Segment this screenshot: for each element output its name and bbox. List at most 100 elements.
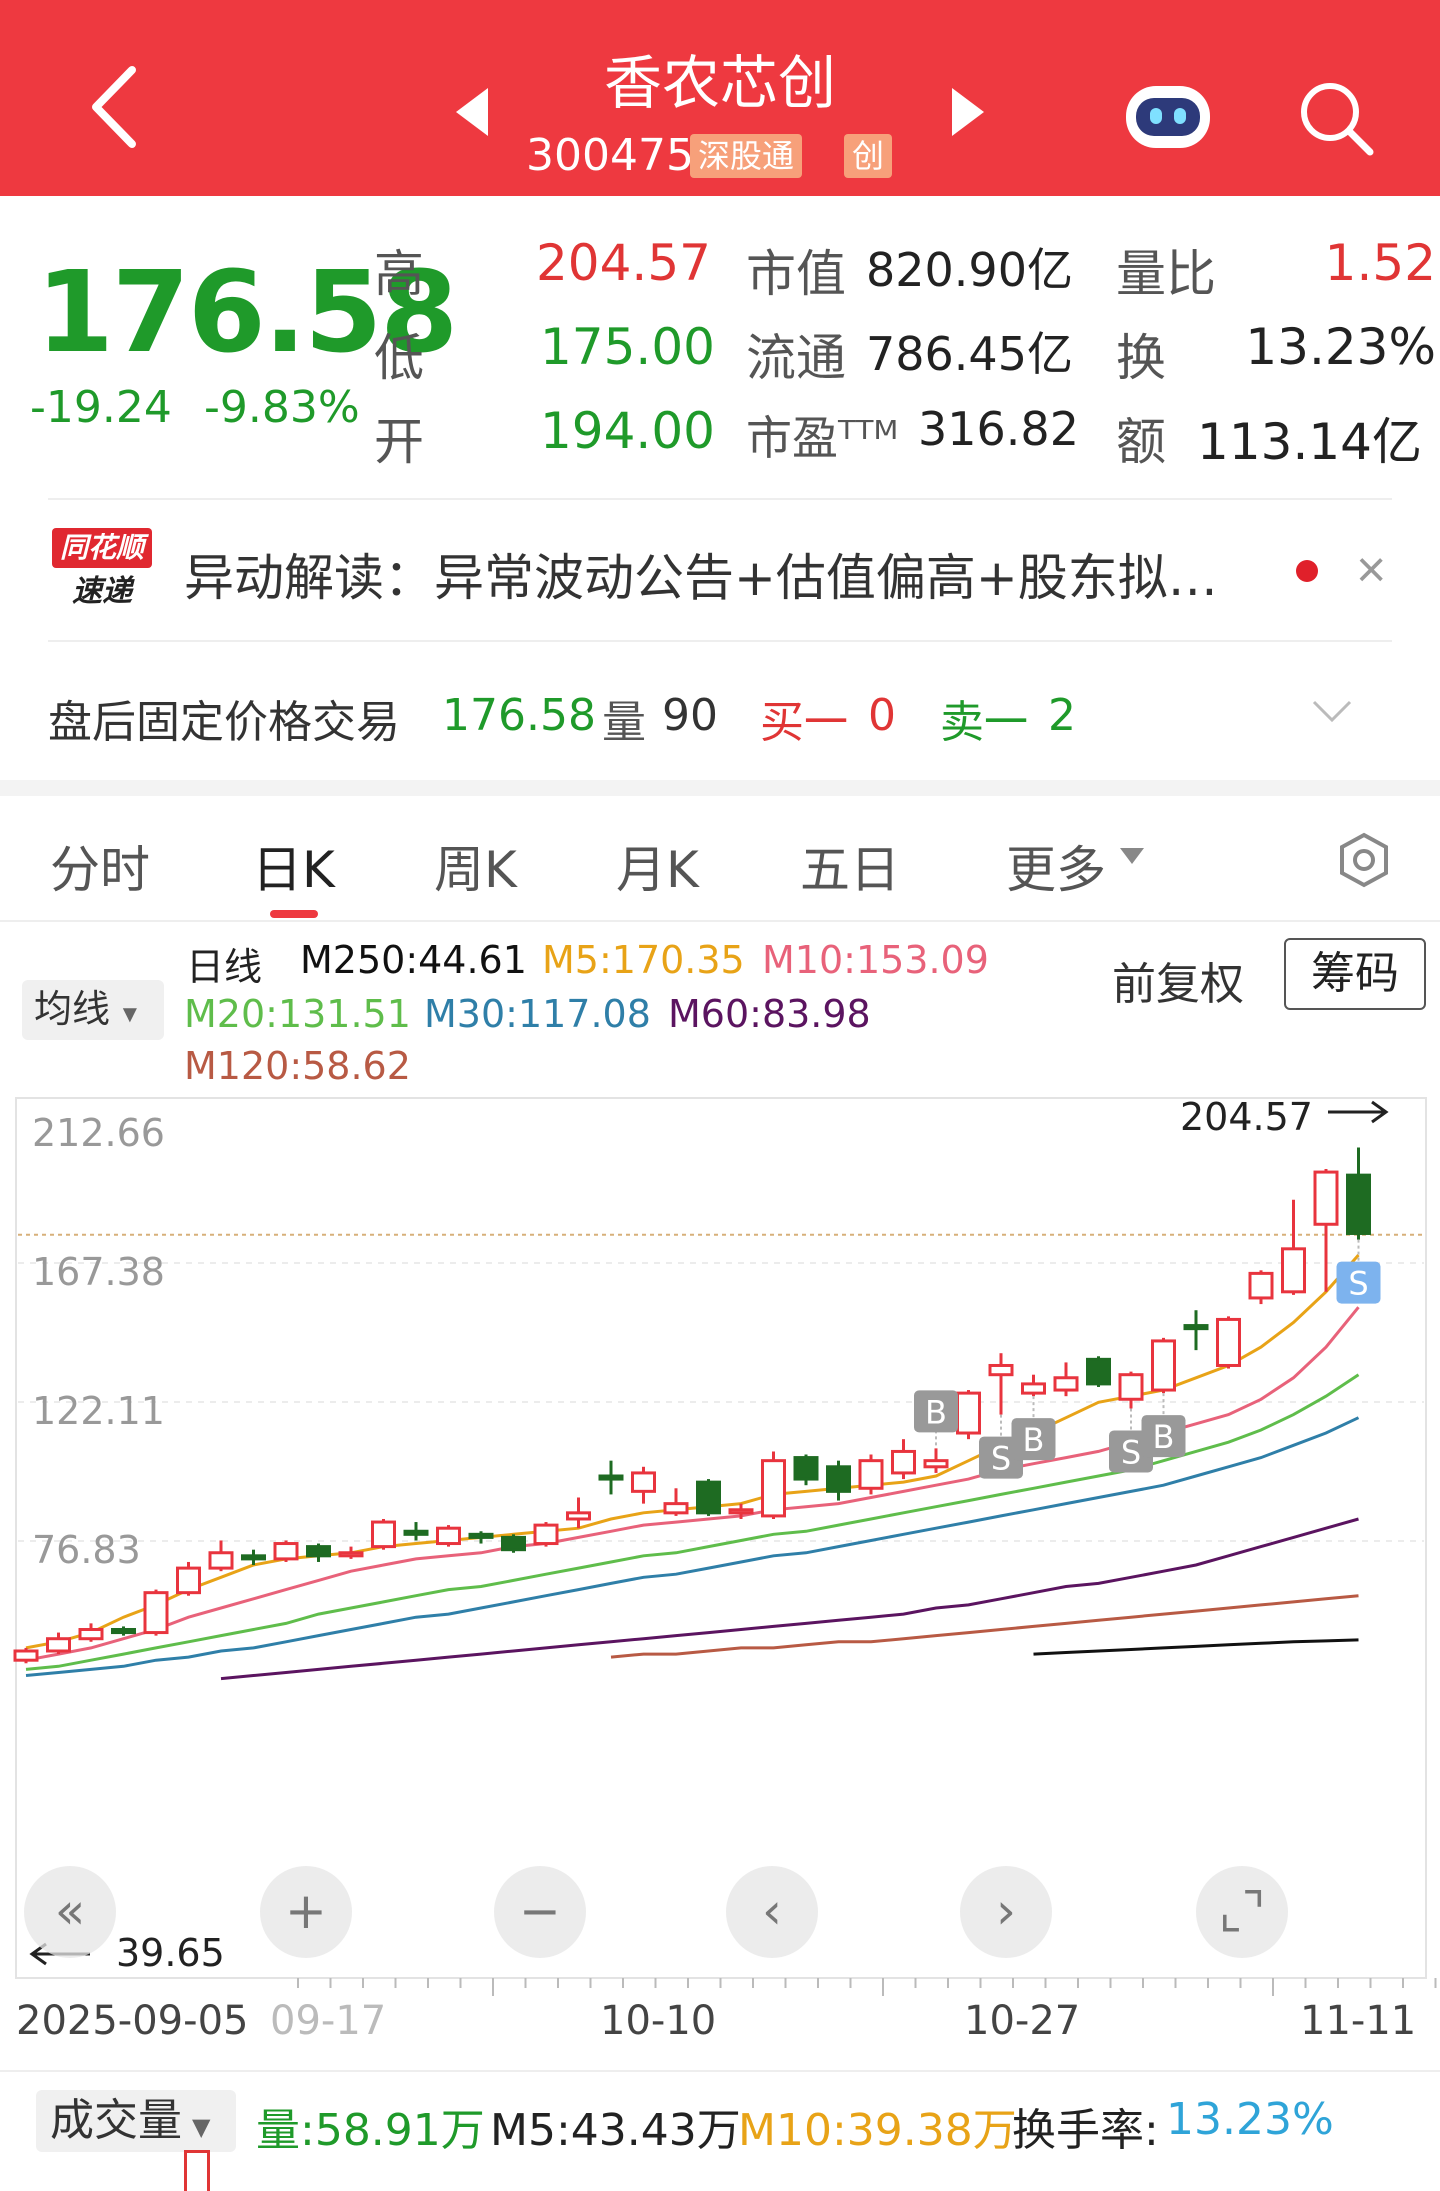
float-cap-value: 786.45亿 bbox=[866, 327, 1073, 381]
tab-weekly-k[interactable]: 周K bbox=[434, 841, 517, 899]
search-icon[interactable] bbox=[1296, 78, 1376, 158]
ma-period-label: 日线 bbox=[186, 945, 263, 989]
chart-controls[interactable]: « + − ‹ › ⌞⌝ bbox=[24, 1866, 1288, 1958]
tab-monthly-k[interactable]: 月K bbox=[616, 841, 699, 899]
divider bbox=[0, 920, 1440, 922]
candle-up bbox=[663, 1502, 689, 1515]
float-cap-label: 流通 bbox=[746, 329, 846, 387]
ma-lines bbox=[25, 1254, 1360, 1681]
volume-ratio-value: 1.52 bbox=[1324, 234, 1436, 292]
volume-ma5: M5:43.43万 bbox=[490, 2105, 741, 2156]
candle-up bbox=[988, 1363, 1014, 1377]
candle-down bbox=[598, 1474, 624, 1481]
candle-up bbox=[338, 1551, 364, 1558]
stock-name: 香农芯创 bbox=[603, 49, 836, 117]
chart-frame bbox=[15, 1097, 1427, 1979]
dropdown-arrow-icon: ▼ bbox=[192, 2113, 211, 2141]
indicator-select-label: 成交量 bbox=[50, 2095, 182, 2146]
prev-stock-icon[interactable] bbox=[456, 88, 488, 136]
zoom-out-button[interactable] bbox=[494, 1866, 586, 1958]
zoom-in-button[interactable] bbox=[260, 1866, 352, 1958]
ma-select-label: 均线 bbox=[34, 989, 111, 1031]
next-stock-icon[interactable] bbox=[952, 88, 984, 136]
candle-up bbox=[46, 1637, 71, 1653]
chip-distribution-button[interactable]: 筹码 bbox=[1284, 938, 1426, 1010]
tab-five-day[interactable]: 五日 bbox=[800, 841, 900, 899]
logo-top-text: 同花顺 bbox=[52, 528, 152, 568]
candle-up bbox=[13, 1649, 39, 1662]
ma5-legend: M5:170.35 bbox=[542, 938, 745, 982]
candle-up bbox=[1281, 1247, 1306, 1294]
turnover-rate-label: 换手率: bbox=[1012, 2105, 1159, 2156]
back-icon[interactable] bbox=[82, 62, 154, 152]
pan-left-button[interactable] bbox=[726, 1866, 818, 1958]
chevron-down-icon[interactable] bbox=[1312, 700, 1352, 724]
ma250-legend: M250:44.61 bbox=[300, 938, 527, 982]
y-axis-labels: 212.66 167.38 122.11 76.83 bbox=[32, 1111, 165, 1572]
rewind-button[interactable] bbox=[24, 1866, 116, 1958]
grid-lines bbox=[18, 1233, 1424, 1542]
x-axis-label: 11-11 bbox=[1300, 1998, 1416, 2044]
assistant-robot-icon[interactable] bbox=[1126, 86, 1210, 148]
candle-up bbox=[143, 1591, 169, 1635]
trade-marker-box bbox=[1336, 1261, 1381, 1304]
top-bar: 香农芯创 300475 深股通 创 bbox=[0, 0, 1440, 196]
candle-up bbox=[436, 1526, 461, 1546]
candle-up bbox=[566, 1511, 591, 1521]
tag-chuangye: 创 bbox=[844, 134, 893, 178]
zoom-in-button-icon: + bbox=[285, 1882, 327, 1940]
ma-line-m60 bbox=[220, 1517, 1359, 1681]
ma-type-select[interactable]: 均线 ▼ bbox=[22, 980, 164, 1040]
market-cap-value: 820.90亿 bbox=[866, 243, 1073, 297]
candle-up bbox=[1053, 1376, 1079, 1392]
candle-down bbox=[241, 1554, 266, 1561]
zoom-out-button-icon: − bbox=[519, 1882, 561, 1940]
ma10-legend: M10:153.09 bbox=[762, 938, 989, 982]
low-label: 低 bbox=[374, 329, 424, 387]
pe-ttm-label: 市盈ᵀᵀᴹ bbox=[746, 411, 899, 465]
candle-down bbox=[1346, 1173, 1371, 1235]
trade-marker-label: B bbox=[925, 1393, 947, 1431]
candle-down bbox=[696, 1480, 721, 1515]
price-adjust-toggle[interactable]: 前复权 bbox=[1112, 959, 1244, 1010]
ma20-legend: M20:131.51 bbox=[184, 992, 411, 1036]
candle-up bbox=[176, 1566, 201, 1595]
y-tick-label: 76.83 bbox=[32, 1528, 141, 1572]
y-tick-label: 212.66 bbox=[32, 1111, 165, 1155]
bid1-label: 买一 bbox=[760, 697, 848, 748]
candle-up bbox=[1248, 1271, 1274, 1300]
ask1-value: 2 bbox=[1048, 690, 1076, 741]
tab-daily-k[interactable]: 日K bbox=[252, 841, 335, 899]
candle-up bbox=[728, 1508, 754, 1515]
chart-settings-icon[interactable] bbox=[1336, 832, 1392, 888]
close-icon[interactable]: × bbox=[1356, 541, 1387, 599]
candle-up bbox=[631, 1471, 656, 1493]
ma30-legend: M30:117.08 bbox=[424, 992, 651, 1036]
pan-right-button-icon: › bbox=[996, 1882, 1016, 1940]
indicator-select[interactable]: 成交量 ▼ bbox=[36, 2090, 236, 2152]
candle-up bbox=[371, 1520, 396, 1549]
news-headline[interactable]: 异动解读：异常波动公告+估值偏高+股东拟… bbox=[184, 549, 1218, 607]
candle-down bbox=[501, 1535, 526, 1552]
fullscreen-button[interactable] bbox=[1196, 1866, 1288, 1958]
pan-left-button-icon: ‹ bbox=[762, 1882, 782, 1940]
trade-marker-label: S bbox=[1348, 1265, 1368, 1303]
pan-right-button[interactable] bbox=[960, 1866, 1052, 1958]
trade-marker-box bbox=[914, 1390, 958, 1433]
tab-intraday[interactable]: 分时 bbox=[50, 841, 150, 899]
tab-more[interactable]: 更多 bbox=[1006, 841, 1106, 899]
tag-shenguotong: 深股通 bbox=[690, 134, 803, 178]
ma-line-m120 bbox=[610, 1594, 1359, 1659]
trade-marker-label: B bbox=[1023, 1421, 1045, 1459]
stock-code: 300475 bbox=[526, 130, 694, 181]
low-price-label: 39.65 bbox=[116, 1931, 225, 1975]
high-arrow-icon bbox=[1328, 1100, 1389, 1124]
logo-bottom-text: 速递 bbox=[72, 574, 132, 609]
candle-up bbox=[891, 1449, 916, 1475]
high-label: 高 bbox=[374, 245, 424, 303]
x-axis-label: 09-17 bbox=[270, 1998, 386, 2044]
rewind-button-icon: « bbox=[55, 1882, 86, 1940]
divider bbox=[48, 640, 1392, 642]
candle-down bbox=[111, 1627, 136, 1635]
